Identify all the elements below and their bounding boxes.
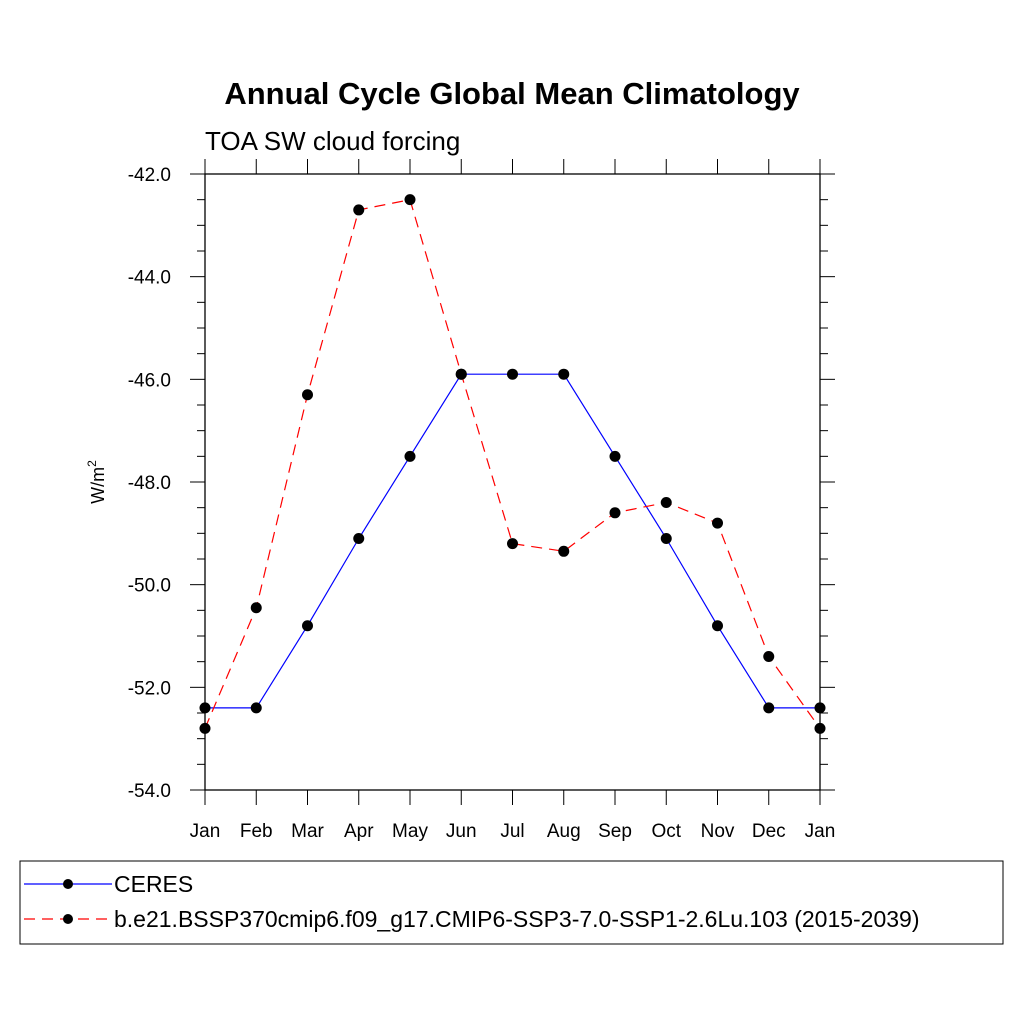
series-1-point	[763, 651, 775, 663]
series-line-1	[204, 199, 821, 729]
series-1-point	[558, 545, 570, 557]
x-tick-label: Mar	[291, 821, 324, 842]
x-tick-label: Jul	[500, 821, 524, 842]
y-axis-label-text: W/m	[88, 467, 108, 504]
x-tick-label: May	[392, 821, 428, 842]
x-tick-label: Feb	[240, 821, 273, 842]
x-tick-label: Jan	[190, 821, 221, 842]
x-tick-label: Aug	[547, 821, 581, 842]
chart-subtitle: TOA SW cloud forcing	[205, 126, 460, 156]
x-tick-label: Jun	[446, 821, 477, 842]
series-1-point	[609, 507, 621, 519]
series-0-point	[353, 532, 365, 544]
chart-title: Annual Cycle Global Mean Climatology	[224, 76, 800, 111]
series-0-point	[763, 702, 775, 714]
y-tick-label: -52.0	[128, 678, 171, 699]
x-tick-label: Oct	[651, 821, 681, 842]
axis-ticks	[190, 159, 835, 805]
series-1-point	[660, 497, 672, 509]
x-tick-label: Sep	[598, 821, 632, 842]
legend: CERES b.e21.BSSP370cmip6.f09_g17.CMIP6-S…	[19, 860, 1004, 945]
series-0-point	[302, 620, 313, 632]
y-tick-label: -48.0	[128, 473, 171, 494]
legend-marker-ceres	[63, 879, 73, 889]
y-tick-label: -54.0	[128, 781, 171, 802]
series-0-point	[712, 620, 723, 632]
x-tick-label: Jan	[805, 821, 836, 842]
series-0-point	[250, 702, 262, 714]
series-1-point	[250, 602, 262, 614]
series-0-point	[404, 450, 416, 462]
plot-frame	[204, 173, 821, 791]
series-0-point	[507, 368, 518, 380]
series-1-point	[507, 538, 518, 550]
series-1-point	[302, 389, 313, 401]
y-tick-label: -46.0	[128, 370, 171, 391]
x-tick-label: Apr	[344, 821, 374, 842]
y-tick-label: -50.0	[128, 576, 171, 597]
y-tick-labels: -54.0 -52.0 -50.0 -48.0 -46.0 -44.0 -42.0	[128, 165, 171, 802]
svg-text:W/m2: W/m2	[85, 460, 108, 504]
legend-marker-model	[63, 914, 73, 924]
y-tick-label: -42.0	[128, 165, 171, 186]
legend-label-model: b.e21.BSSP370cmip6.f09_g17.CMIP6-SSP3-7.…	[114, 906, 920, 932]
x-tick-label: Dec	[752, 821, 786, 842]
series-0-point	[660, 532, 672, 544]
legend-box	[19, 860, 1004, 945]
series-1-point	[353, 204, 365, 216]
legend-label-ceres: CERES	[114, 871, 193, 897]
series-1-point	[404, 194, 416, 206]
series-1-point	[712, 517, 723, 529]
y-axis-label-superscript: 2	[85, 460, 99, 467]
series-0-point	[558, 368, 570, 380]
plot-series	[199, 194, 826, 734]
series-0-point	[609, 450, 621, 462]
series-1-point	[455, 368, 467, 380]
y-axis-label: W/m2	[85, 460, 108, 504]
x-tick-labels: Jan Feb Mar Apr May Jun Jul Aug Sep Oct Nov Dec Jan	[190, 821, 836, 842]
y-tick-label: -44.0	[128, 268, 171, 289]
x-tick-label: Nov	[701, 821, 735, 842]
